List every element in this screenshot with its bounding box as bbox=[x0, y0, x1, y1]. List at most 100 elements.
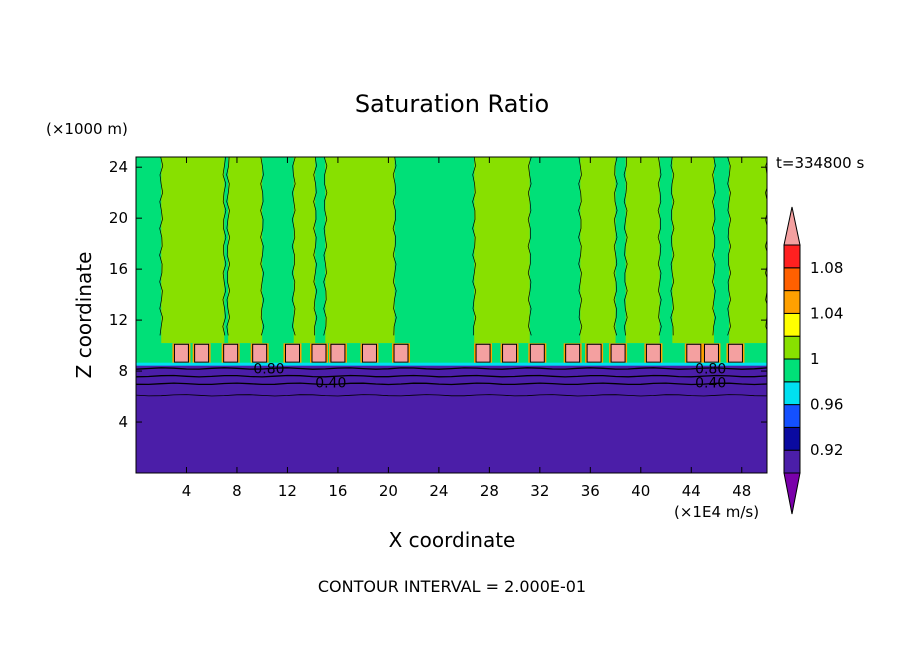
colorbar-box bbox=[783, 312, 801, 337]
x-tick-label: 44 bbox=[682, 482, 701, 500]
colorbar-box bbox=[783, 244, 801, 269]
x-unit-label: (×1E4 m/s) bbox=[674, 503, 759, 521]
plot-area bbox=[136, 157, 767, 473]
horizontal-contour bbox=[136, 382, 767, 386]
column-contour bbox=[472, 157, 477, 336]
column-contour bbox=[226, 157, 231, 336]
subsat-column bbox=[529, 157, 581, 348]
time-label: t=334800 s bbox=[776, 154, 864, 172]
x-tick-label: 20 bbox=[379, 482, 398, 500]
supersat-cell bbox=[645, 343, 661, 363]
plot-frame bbox=[135, 156, 768, 474]
subsat-column bbox=[394, 157, 475, 348]
x-tick-label: 8 bbox=[232, 482, 242, 500]
colorbar-box bbox=[783, 449, 801, 474]
y-axis: 4 8 12 16 20 24 bbox=[109, 158, 767, 431]
supersat-cell bbox=[529, 343, 545, 363]
colorbar-box bbox=[783, 381, 801, 406]
column-contour bbox=[657, 157, 662, 336]
transition-line bbox=[136, 362, 767, 366]
subsat-column bbox=[224, 157, 229, 348]
subsat-column bbox=[262, 157, 294, 348]
contour-label: 0.40 bbox=[315, 376, 346, 392]
column-contour bbox=[613, 157, 618, 336]
colorbar-top-arrow bbox=[783, 206, 801, 246]
colorbar-box bbox=[783, 426, 801, 451]
x-tick-label: 24 bbox=[429, 482, 448, 500]
x-tick-label: 40 bbox=[631, 482, 650, 500]
contour-label: 0.80 bbox=[695, 362, 726, 378]
column-contour bbox=[578, 157, 583, 336]
horizontal-contour bbox=[136, 394, 767, 397]
column-contour bbox=[727, 157, 732, 336]
supersat-cell bbox=[284, 343, 300, 363]
supersat-cell bbox=[686, 343, 702, 363]
supersat-cell bbox=[252, 343, 268, 363]
subsat-column bbox=[615, 157, 626, 348]
horizontal-contour bbox=[136, 367, 767, 370]
y-axis-label: Z coordinate bbox=[72, 252, 96, 379]
x-tick-label: 12 bbox=[278, 482, 297, 500]
supersat-cell bbox=[194, 343, 210, 363]
y-tick-label: 16 bbox=[109, 260, 128, 278]
x-tick-label: 28 bbox=[480, 482, 499, 500]
subsat-column bbox=[659, 157, 673, 348]
supersat-cell bbox=[311, 343, 327, 363]
chart-title: Saturation Ratio bbox=[355, 90, 549, 118]
contour-label: 0.40 bbox=[695, 376, 726, 392]
supersat-cell bbox=[502, 343, 518, 363]
supersat-cell bbox=[475, 343, 491, 363]
column-contour bbox=[392, 157, 397, 336]
supersat-cell bbox=[703, 343, 719, 363]
y-tick-label: 12 bbox=[109, 311, 128, 329]
supersat-cell bbox=[565, 343, 581, 363]
y-tick-label: 24 bbox=[109, 158, 128, 176]
contour-label: 0.80 bbox=[253, 362, 284, 378]
supersat-cell bbox=[586, 343, 602, 363]
colorbar-box bbox=[783, 290, 801, 314]
column-contour bbox=[260, 157, 265, 336]
colorbar: 0.92 0.96 1 1.04 1.08 bbox=[783, 206, 843, 515]
colorbar-box bbox=[783, 267, 801, 292]
subsat-column bbox=[713, 157, 730, 348]
supersat-cell bbox=[361, 343, 377, 363]
column-contour bbox=[712, 157, 716, 336]
column-contour bbox=[323, 157, 328, 336]
colorbar-label: 0.96 bbox=[810, 396, 843, 414]
colorbar-label: 0.92 bbox=[810, 441, 843, 459]
column-contour bbox=[623, 157, 628, 336]
supersat-cell bbox=[727, 343, 743, 363]
x-tick-label: 16 bbox=[328, 482, 347, 500]
colorbar-box bbox=[783, 335, 801, 360]
colorbar-label: 1.08 bbox=[810, 259, 843, 277]
y-tick-label: 8 bbox=[118, 362, 128, 380]
contour-interval-footer: CONTOUR INTERVAL = 2.000E-01 bbox=[318, 577, 586, 596]
column-contour bbox=[313, 157, 318, 336]
supersat-cell bbox=[173, 343, 189, 363]
supersat-cell bbox=[223, 343, 239, 363]
y-tick-label: 20 bbox=[109, 209, 128, 227]
colorbar-label: 1 bbox=[810, 350, 820, 368]
supersat-cell bbox=[610, 343, 626, 363]
column-contour bbox=[670, 157, 675, 336]
column-contour bbox=[222, 157, 227, 336]
x-axis-label: X coordinate bbox=[389, 528, 516, 552]
supersat-cell bbox=[330, 343, 346, 363]
column-contour bbox=[159, 157, 164, 336]
subsat-column bbox=[315, 157, 326, 348]
column-contour bbox=[291, 157, 296, 336]
subsat-column bbox=[136, 157, 162, 348]
x-axis: 4 8 12 16 20 24 28 32 36 40 44 48 bbox=[182, 157, 751, 500]
y-unit-label: (×1000 m) bbox=[46, 120, 128, 138]
lower-region bbox=[136, 364, 767, 473]
x-tick-label: 4 bbox=[182, 482, 192, 500]
column-contour bbox=[527, 157, 532, 336]
supersat-cell bbox=[393, 343, 409, 363]
x-tick-label: 32 bbox=[530, 482, 549, 500]
contour-labels: 0.800.400.800.40 bbox=[253, 362, 726, 392]
x-tick-label: 36 bbox=[581, 482, 600, 500]
colorbar-box bbox=[783, 358, 801, 383]
horizontal-contour bbox=[136, 374, 767, 378]
colorbar-box bbox=[783, 404, 801, 428]
